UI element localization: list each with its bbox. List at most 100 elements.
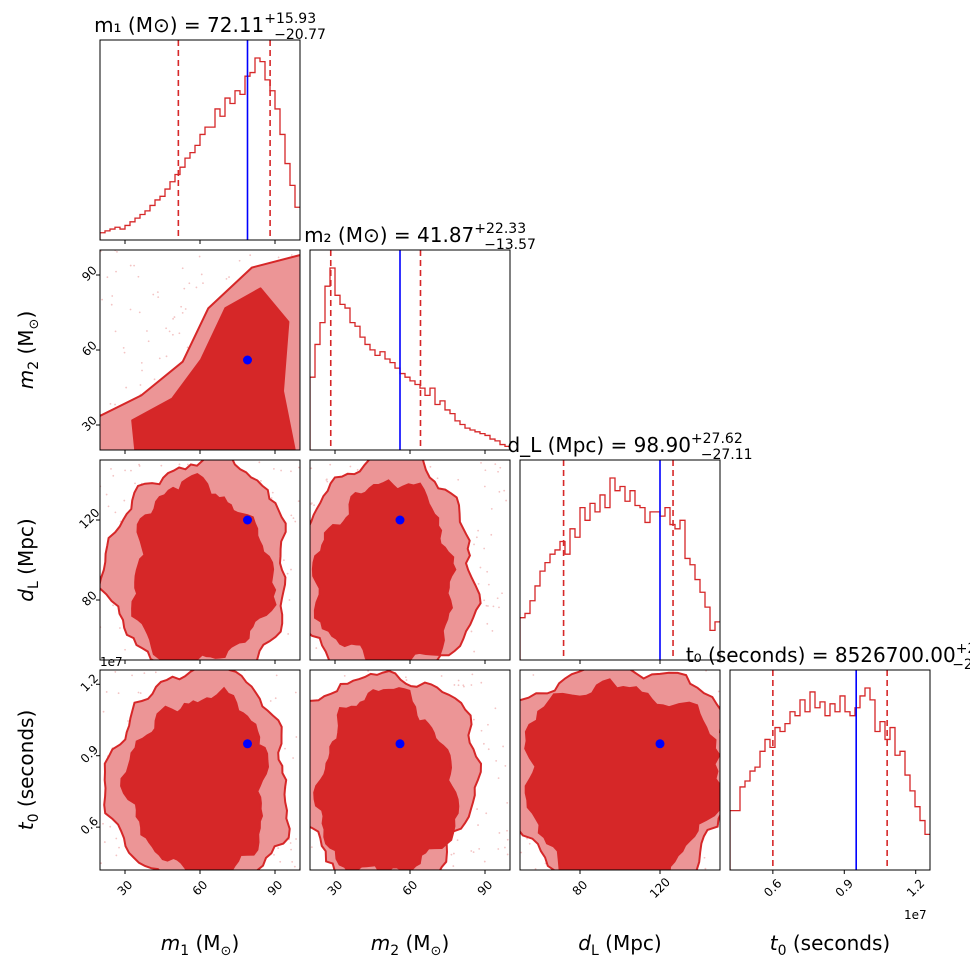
sample-point: [109, 825, 112, 828]
sample-point: [112, 604, 114, 607]
sample-point: [472, 718, 475, 721]
panel-frame: [309, 249, 511, 451]
sample-point: [139, 384, 142, 386]
label-symbol: m: [161, 931, 180, 955]
sample-point: [180, 305, 183, 308]
sample-point: [310, 467, 313, 470]
contour-panel-m1-t0: 30 60 90 0.6 0.9 1.2: [78, 669, 301, 899]
sample-point: [297, 500, 300, 502]
sample-point: [286, 572, 289, 575]
x-axis-label-m2: m2 (M⊙): [371, 931, 450, 959]
sample-point: [117, 692, 120, 695]
sample-point: [480, 461, 482, 464]
x-tick-label: 60: [190, 878, 211, 899]
sample-point: [503, 489, 506, 492]
label-sub: L: [591, 943, 599, 959]
sample-point: [238, 259, 241, 262]
sample-point: [491, 630, 494, 632]
sample-point: [480, 681, 483, 684]
sample-point: [129, 264, 132, 267]
sample-point: [325, 478, 328, 481]
x-axis-label-dL: dL (Mpc): [578, 931, 661, 959]
label-unit-sub: ⊙: [221, 944, 232, 959]
sample-point: [290, 470, 292, 473]
contour-panel-m1-dL: 80 120: [76, 459, 301, 664]
title-main: t₀ (seconds) = 8526700.00: [686, 643, 956, 667]
sample-point: [483, 485, 486, 488]
panel-content: [100, 460, 300, 660]
sample-point: [146, 330, 148, 332]
sample-point: [473, 650, 476, 653]
label-symbol: t: [770, 931, 779, 955]
y-tick-label: 1.2: [78, 671, 101, 694]
sample-point: [349, 465, 352, 468]
sample-point: [183, 287, 186, 290]
x-tick-label: 0.9: [833, 876, 856, 899]
histogram-panel-m2: [309, 249, 511, 454]
sample-point: [269, 700, 272, 702]
panel-frame: [519, 669, 721, 871]
label-symbol: m: [371, 931, 390, 955]
sample-point: [186, 463, 189, 466]
sample-point: [107, 505, 110, 508]
sample-point: [114, 403, 116, 406]
label-close: ): [441, 931, 449, 955]
sample-point: [101, 298, 103, 301]
label-unit: (M: [399, 931, 430, 955]
sample-point: [326, 480, 329, 483]
panel-content: [310, 460, 508, 660]
title-plus: +27.62: [691, 431, 743, 447]
label-symbol: d: [578, 931, 591, 955]
sample-point: [143, 672, 146, 675]
sample-point: [499, 466, 502, 469]
sample-point: [532, 674, 535, 676]
x-tick-label: 30: [325, 878, 346, 899]
sample-point: [271, 491, 274, 494]
label-unit: (M: [14, 329, 38, 360]
sample-point: [202, 282, 204, 285]
inner-contour: [311, 479, 457, 660]
label-unit: (Mpc): [14, 518, 38, 581]
sample-point: [329, 463, 332, 466]
sample-point: [178, 463, 181, 466]
sample-point: [497, 848, 500, 850]
sample-point: [105, 691, 108, 693]
sample-point: [270, 497, 273, 499]
panel-content: [100, 250, 300, 450]
sample-point: [288, 599, 291, 601]
x-tick-label: 90: [475, 878, 496, 899]
panel-title: d_L (Mpc) = 98.90+27.62 −27.11: [507, 431, 752, 463]
title-main: d_L (Mpc) = 98.90: [507, 433, 690, 457]
sample-point: [520, 851, 523, 854]
sample-point: [475, 536, 478, 539]
sample-point: [294, 691, 297, 694]
label-symbol: d: [14, 589, 38, 602]
sample-point: [477, 824, 479, 826]
sample-point: [130, 469, 132, 472]
sample-point: [498, 606, 500, 609]
sample-point: [156, 291, 159, 294]
sample-point: [484, 469, 487, 472]
label-sub: 0: [778, 943, 787, 959]
sample-point: [119, 627, 121, 629]
label-unit-sub: ⊙: [431, 944, 442, 959]
sample-point: [289, 842, 292, 844]
sample-point: [282, 559, 285, 562]
label-close: ): [14, 311, 38, 319]
sample-point: [123, 351, 126, 354]
sample-point: [429, 465, 432, 468]
sample-point: [114, 671, 117, 673]
sample-point: [457, 684, 460, 687]
sample-point: [287, 633, 290, 635]
sample-point: [405, 679, 408, 681]
sample-point: [487, 723, 489, 726]
sample-point: [102, 822, 104, 825]
sample-point: [272, 467, 275, 470]
sample-point: [506, 801, 509, 804]
x-tick-label: 30: [115, 878, 136, 899]
x-axis-label-m1: m1 (M⊙): [161, 931, 240, 959]
sample-point: [124, 648, 126, 651]
sample-point: [114, 330, 117, 333]
sample-point: [506, 838, 509, 841]
